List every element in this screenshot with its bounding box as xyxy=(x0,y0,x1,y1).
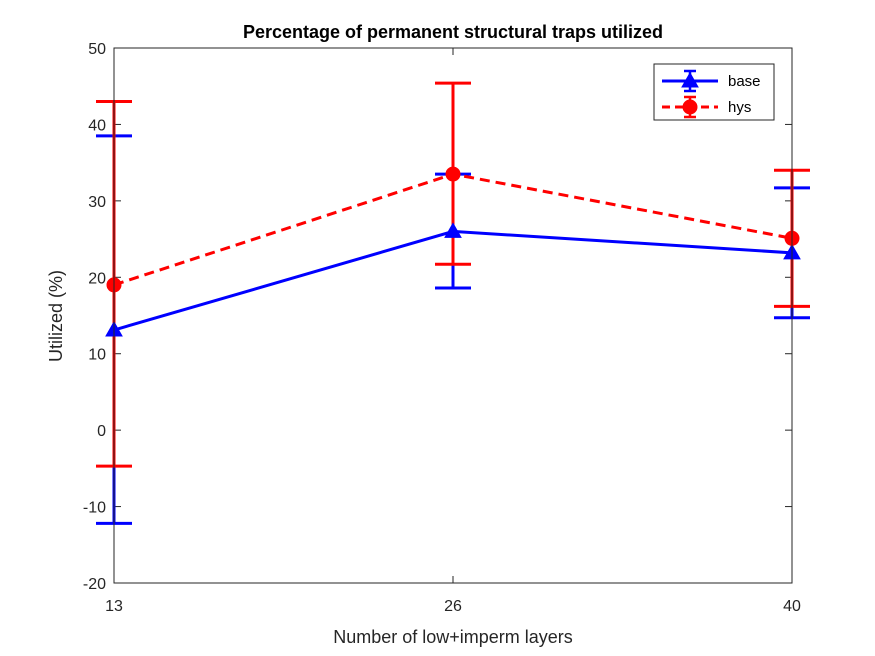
data-point-base xyxy=(444,222,462,238)
data-point-hys xyxy=(445,166,461,182)
y-axis-label: Utilized (%) xyxy=(46,270,66,362)
chart-title: Percentage of permanent structural traps… xyxy=(243,22,663,42)
legend-label-hys: hys xyxy=(728,99,751,116)
y-tick-label: 30 xyxy=(88,194,106,211)
y-tick-label: -10 xyxy=(83,500,106,517)
y-axis-ticks: -20 -10 0 10 20 30 40 50 xyxy=(83,41,792,593)
legend-box xyxy=(653,63,775,121)
plot-frame xyxy=(113,47,793,584)
y-tick-label: 20 xyxy=(88,270,106,287)
legend-label-base: base xyxy=(728,73,761,90)
y-tick-label: 40 xyxy=(88,117,106,134)
x-tick-label: 26 xyxy=(444,598,462,615)
x-tick-label: 13 xyxy=(105,598,123,615)
y-tick-label: 0 xyxy=(97,423,106,440)
y-tick-label: 50 xyxy=(88,41,106,58)
legend: base hys xyxy=(653,63,775,121)
x-tick-label: 40 xyxy=(783,598,801,615)
legend-marker-hys xyxy=(682,99,698,115)
y-tick-label: 10 xyxy=(88,347,106,364)
x-axis-label: Number of low+imperm layers xyxy=(333,627,573,647)
y-tick-label: -20 xyxy=(83,576,106,593)
legend-marker-base xyxy=(681,71,699,88)
